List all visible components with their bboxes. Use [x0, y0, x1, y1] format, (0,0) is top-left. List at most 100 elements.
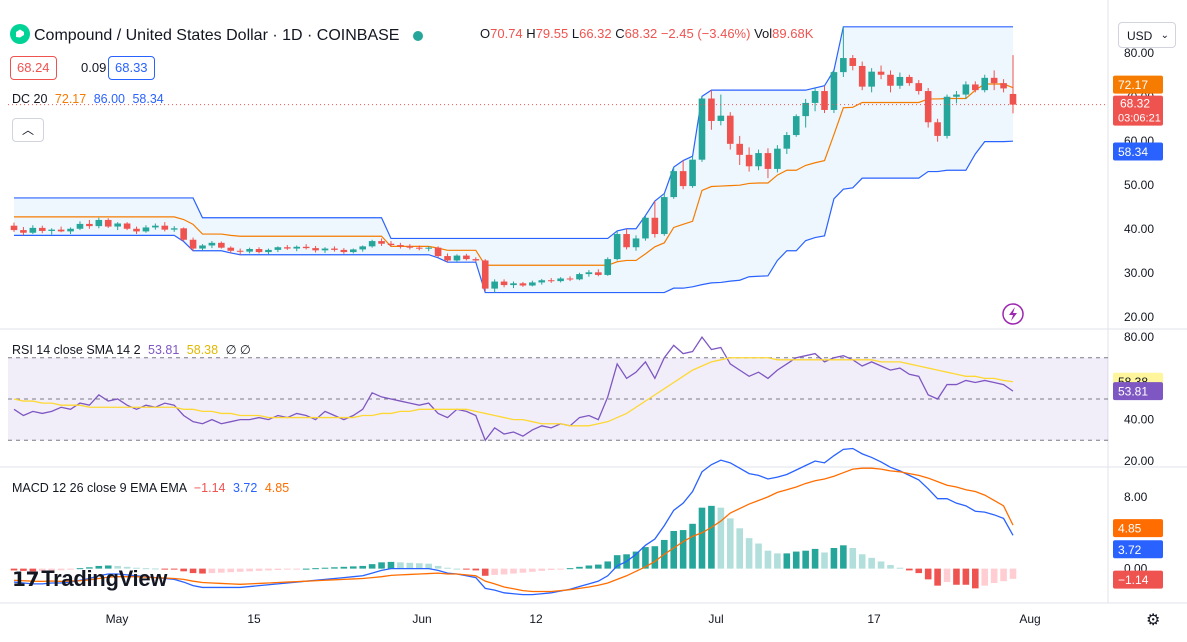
macd-hist-bar — [642, 547, 649, 569]
symbol-title[interactable]: Compound / United States Dollar · 1D · C… — [10, 24, 424, 45]
candle-body — [265, 249, 272, 253]
macd-hist-bar — [726, 518, 734, 569]
price-tick-label: 80.00 — [1124, 46, 1154, 60]
sell-price-button[interactable]: 68.24 — [10, 56, 57, 80]
candle-body — [123, 223, 131, 229]
macd-hist-bar — [717, 507, 725, 569]
candle-body — [331, 248, 338, 250]
macd-hist-bar — [887, 565, 894, 569]
close-value: 68.32 — [624, 26, 658, 41]
time-axis-label: May — [105, 612, 129, 626]
tradingview-logo[interactable]: 𝟭𝟳TradingView — [12, 566, 167, 592]
macd-hist-bar — [915, 568, 923, 574]
macd-hist-bar — [189, 568, 197, 574]
low-value: 66.32 — [579, 26, 612, 41]
macd-hist-bar — [123, 566, 131, 569]
macd-hist-axis-label: −1.14 — [1118, 573, 1149, 587]
candle-body — [152, 225, 159, 228]
candle-body — [802, 102, 809, 117]
candle-body — [472, 259, 480, 261]
candle-body — [359, 246, 367, 250]
macd-hist-bar — [86, 567, 93, 569]
candle-body — [397, 245, 404, 247]
macd-hist-bar — [293, 568, 301, 570]
dc-label: DC 20 — [12, 92, 48, 106]
macd-hist-bar — [849, 548, 857, 569]
candle-body — [632, 238, 640, 248]
candle-body — [444, 256, 451, 261]
candle-body — [519, 283, 527, 286]
candle-body — [585, 272, 593, 275]
time-axis-label: 15 — [247, 612, 261, 626]
macd-hist-bar — [133, 567, 140, 569]
close-label: C — [615, 26, 625, 41]
candle-body — [613, 234, 621, 260]
macd-hist-bar — [57, 568, 65, 571]
rsi-legend[interactable]: RSI 14 close SMA 14 2 53.81 58.38 ∅ ∅ — [12, 342, 251, 357]
macd-hist-bar — [180, 568, 187, 572]
collapse-legend-button[interactable]: ︿ — [12, 118, 44, 142]
rsi-band-fill — [8, 357, 1108, 441]
price-tick-label: 50.00 — [1124, 178, 1154, 192]
macd-hist-bar — [538, 568, 546, 571]
macd-hist-bar — [199, 568, 206, 574]
macd-hist-bar — [764, 550, 772, 569]
time-axis-label: 17 — [867, 612, 881, 626]
candle-body — [500, 281, 508, 286]
macd-hist-axis-label-bg — [1113, 570, 1163, 589]
high-value: 79.55 — [535, 26, 569, 41]
spread-value: 0.09 — [74, 56, 114, 80]
change-value: −2.45 (−3.46%) — [660, 26, 751, 41]
gear-icon[interactable]: ⚙ — [1146, 612, 1161, 629]
dc-basis-value: 72.17 — [54, 92, 87, 106]
macd-hist-bar — [142, 568, 150, 570]
macd-hist-bar — [651, 546, 659, 569]
macd-hist-bar — [811, 548, 819, 569]
macd-hist-bar — [576, 566, 583, 569]
dc-legend[interactable]: DC 20 72.17 86.00 58.34 — [12, 92, 164, 106]
macd-hist-bar — [453, 568, 461, 570]
candle-body — [566, 278, 574, 280]
donchian-basis-line — [14, 83, 1014, 266]
chevron-down-icon: ⌄ — [1160, 30, 1169, 41]
countdown-label: 03:06:21 — [1118, 113, 1161, 125]
macd-hist-bar — [934, 568, 941, 586]
macd-hist-bar — [595, 564, 602, 569]
dc-upper-value: 86.00 — [93, 92, 125, 106]
macd-hist-bar — [397, 562, 404, 569]
candle-body — [114, 223, 121, 227]
rsi-sma-value: 58.38 — [186, 343, 219, 357]
macd-hist-bar — [972, 568, 979, 589]
macd-value: 3.72 — [233, 481, 258, 495]
macd-hist-bar — [689, 523, 696, 569]
candle-body — [745, 154, 753, 167]
macd-hist-bar — [698, 507, 706, 569]
buy-price-button[interactable]: 68.33 — [108, 56, 155, 80]
macd-hist-value: −1.14 — [193, 481, 226, 495]
currency-select[interactable]: USD ⌄ — [1118, 22, 1176, 48]
rsi-sma-line — [13, 357, 1014, 427]
macd-hist-bar — [274, 568, 282, 570]
macd-hist-bar — [906, 568, 913, 571]
last-price-tag-bg — [1113, 95, 1163, 126]
candle-body — [764, 153, 772, 169]
candle-body — [208, 242, 216, 246]
last-price-label: 68.32 — [1120, 97, 1150, 111]
candle-body — [953, 94, 960, 97]
macd-hist-bar — [566, 568, 574, 570]
candle-body — [340, 249, 348, 253]
candle-body — [840, 58, 847, 73]
rsi-extra-value: ∅ ∅ — [225, 343, 251, 357]
macd-hist-bar — [613, 555, 621, 569]
candle-body — [877, 71, 885, 75]
candle-body — [547, 280, 555, 282]
macd-hist-bar — [708, 505, 715, 569]
macd-hist-bar — [331, 567, 338, 569]
macd-legend[interactable]: MACD 12 26 close 9 EMA EMA −1.14 3.72 4.… — [12, 481, 289, 495]
macd-hist-bar — [981, 568, 989, 586]
candle-body — [623, 234, 630, 248]
candle-body — [463, 255, 470, 260]
tradingview-logo-text: TradingView — [41, 566, 168, 591]
candle-body — [368, 241, 376, 247]
